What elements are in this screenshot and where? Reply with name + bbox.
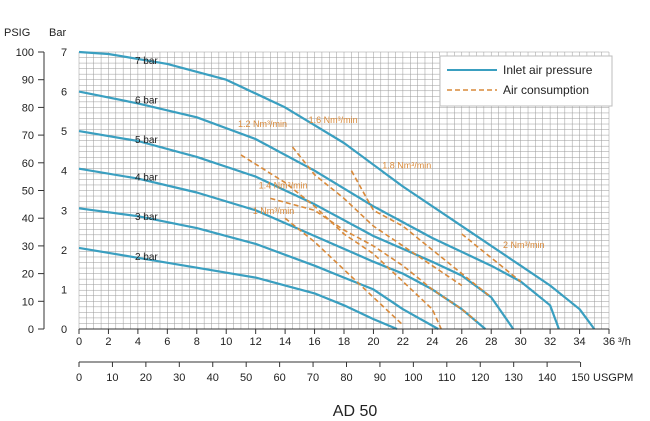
air-consumption-label: 2 Nm³/min (503, 240, 545, 250)
bar-axis-title: Bar (49, 27, 66, 39)
air-consumption-line (240, 154, 442, 330)
x-tick-label: 28 (485, 336, 497, 348)
psig-tick-label: 90 (22, 75, 34, 87)
bar-tick-label: 0 (61, 324, 67, 336)
psig-tick-label: 80 (22, 102, 34, 114)
usgpm-tick-label: 20 (140, 372, 152, 384)
x-tick-label: 12 (250, 336, 262, 348)
psig-tick-label: 70 (22, 130, 34, 142)
x-tick-label: 18 (338, 336, 350, 348)
x-tick-label: 10 (220, 336, 232, 348)
usgpm-tick-label: 120 (471, 372, 489, 384)
pressure-curve-label: 4 bar (135, 173, 158, 184)
bar-tick-label: 5 (61, 126, 67, 138)
x-tick-label: 26 (456, 336, 468, 348)
pressure-curve-label: 3 bar (135, 212, 158, 223)
x-tick-label: 8 (194, 336, 200, 348)
air-consumption-line (270, 197, 478, 322)
x-tick-label: 16 (308, 336, 320, 348)
psig-tick-label: 60 (22, 158, 34, 170)
usgpm-tick-label: 0 (76, 372, 82, 384)
psig-tick-label: 40 (22, 213, 34, 225)
bar-tick-label: 2 (61, 245, 67, 257)
psig-axis-title: PSIG (4, 27, 30, 39)
legend-box (439, 55, 613, 107)
x-tick-label: 0 (76, 336, 82, 348)
pressure-curve (78, 130, 515, 330)
psig-tick-label: 50 (22, 186, 34, 198)
x-unit-label: ³/h (618, 336, 631, 348)
air-consumption-line (350, 170, 492, 298)
psig-tick-label: 20 (22, 269, 34, 281)
air-consumption-label: 1 Nm³/min (253, 206, 295, 216)
bar-tick-label: 1 (61, 284, 67, 296)
bar-tick-label: 3 (61, 205, 67, 217)
usgpm-tick-label: 90 (374, 372, 386, 384)
bar-tick-label: 4 (61, 166, 67, 178)
chart-series (78, 50, 596, 331)
psig-tick-label: 0 (28, 324, 34, 336)
x-tick-label: 34 (573, 336, 585, 348)
legend: Inlet air pressure Air consumption (439, 55, 613, 107)
air-consumption-label: 1.4 Nm³/min (259, 181, 308, 191)
usgpm-tick-label: 70 (307, 372, 319, 384)
usgpm-tick-label: 140 (538, 372, 556, 384)
pressure-curve (78, 90, 560, 330)
x-tick-label: 24 (426, 336, 438, 348)
bar-tick-label: 6 (61, 87, 67, 99)
pressure-curve-label: 5 bar (135, 135, 158, 146)
usgpm-tick-label: 50 (240, 372, 252, 384)
pressure-curve-label: 2 bar (135, 252, 158, 263)
curve-labels: 7 bar 6 bar 5 bar 4 bar 3 bar 2 bar 1.2 Nm³/mi… (135, 56, 545, 263)
x-tick-label: 4 (135, 336, 141, 348)
air-consumption-label: 1.2 Nm³/min (238, 119, 287, 129)
usgpm-tick-label: 110 (438, 372, 456, 384)
air-consumption-label: 1.6 Nm³/min (309, 115, 358, 125)
bar-tick-label: 7 (61, 47, 67, 59)
usgpm-tick-label: 40 (207, 372, 219, 384)
psig-tick-label: 30 (22, 241, 34, 253)
x-tick-label: 36 (603, 336, 615, 348)
x-tick-label: 32 (544, 336, 556, 348)
air-consumption-label: 1.8 Nm³/min (382, 161, 431, 171)
usgpm-tick-label: 80 (340, 372, 352, 384)
x-tick-label: 30 (515, 336, 527, 348)
x-tick-label: 6 (164, 336, 170, 348)
air-consumption-line (291, 146, 463, 287)
legend-label-pressure: Inlet air pressure (503, 63, 593, 77)
pressure-curve (78, 167, 487, 330)
air-consumption-line (284, 217, 404, 326)
pressure-curve (78, 50, 596, 330)
air-consumption-line (461, 233, 522, 283)
usgpm-unit-label: USGPM (593, 372, 633, 384)
usgpm-tick-label: 130 (505, 372, 523, 384)
usgpm-tick-label: 60 (273, 372, 285, 384)
x-tick-label: 2 (105, 336, 111, 348)
chart-title: AD 50 (333, 403, 378, 420)
x-tick-label: 14 (279, 336, 291, 348)
usgpm-tick-label: 30 (173, 372, 185, 384)
psig-tick-label: 10 (22, 296, 34, 308)
usgpm-tick-label: 10 (106, 372, 118, 384)
usgpm-tick-label: 100 (404, 372, 422, 384)
chart-grid (78, 51, 610, 330)
pressure-curve (78, 207, 439, 330)
pressure-curve-label: 6 bar (135, 95, 158, 106)
x-tick-label: 20 (367, 336, 379, 348)
legend-label-air: Air consumption (503, 83, 589, 97)
pressure-curve-label: 7 bar (135, 56, 158, 67)
x-tick-label: 22 (397, 336, 409, 348)
pressure-curve (78, 246, 398, 331)
psig-tick-label: 100 (16, 47, 34, 59)
usgpm-tick-label: 150 (571, 372, 589, 384)
